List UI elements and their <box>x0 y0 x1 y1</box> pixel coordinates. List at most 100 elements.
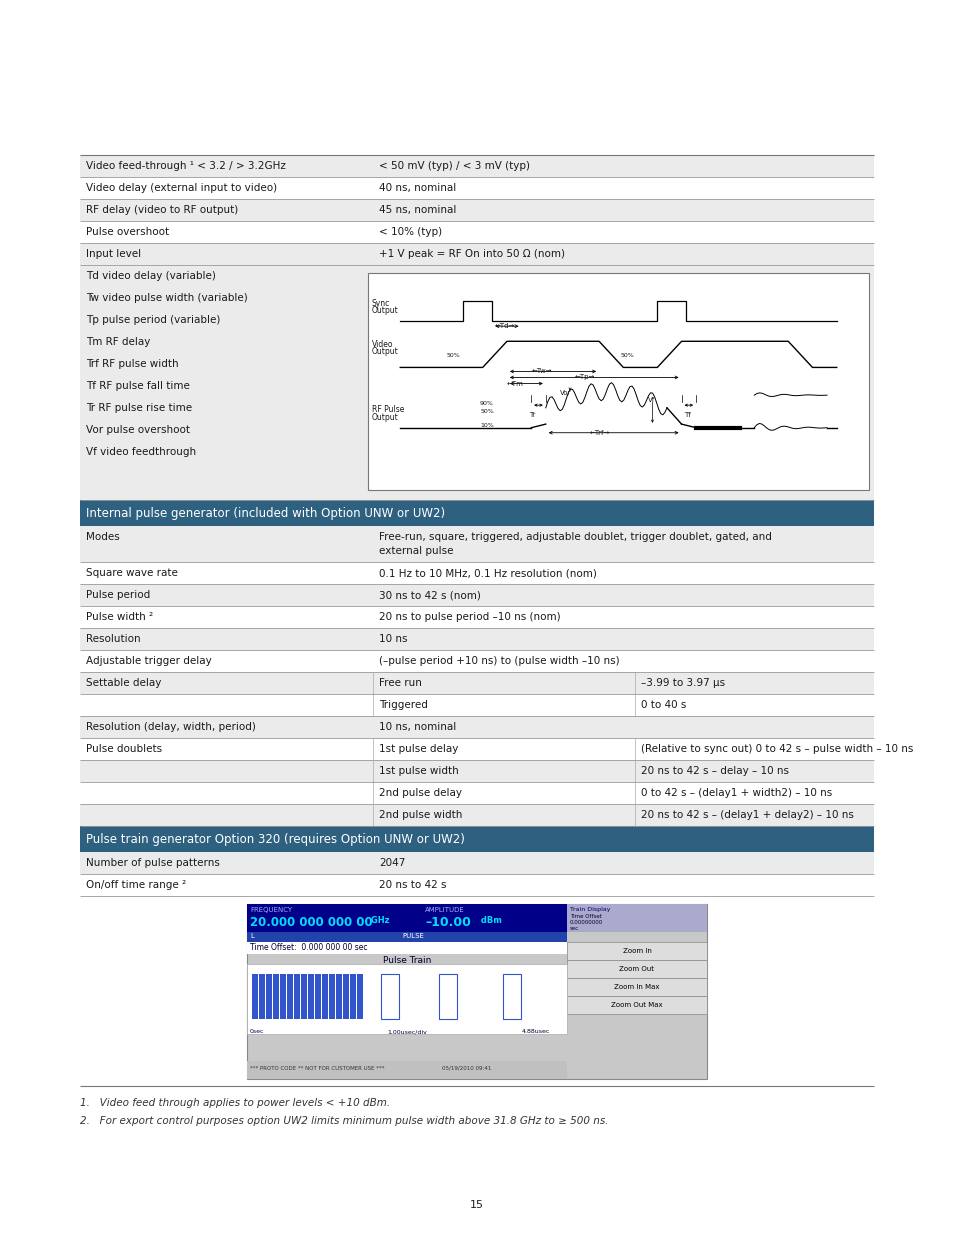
Text: 0 to 40 s: 0 to 40 s <box>640 700 685 710</box>
Text: ←Tm: ←Tm <box>506 380 523 387</box>
Text: Tp pulse period (variable): Tp pulse period (variable) <box>86 315 220 325</box>
Text: 0.00000000: 0.00000000 <box>569 920 602 925</box>
Text: 2.   For export control purposes option UW2 limits minimum pulse width above 31.: 2. For export control purposes option UW… <box>80 1116 608 1126</box>
Text: Video delay (external input to video): Video delay (external input to video) <box>86 183 276 193</box>
Text: Pulse overshoot: Pulse overshoot <box>86 227 169 237</box>
Text: 90%: 90% <box>479 401 494 406</box>
Text: Tr: Tr <box>528 412 535 419</box>
Bar <box>80 584 873 606</box>
Bar <box>566 995 706 1014</box>
Text: Adjustable trigger delay: Adjustable trigger delay <box>86 656 212 666</box>
Bar <box>343 974 349 1019</box>
Bar <box>273 974 278 1019</box>
Text: 20 ns to 42 s: 20 ns to 42 s <box>378 881 446 890</box>
Bar <box>252 974 257 1019</box>
Text: 2nd pulse delay: 2nd pulse delay <box>378 788 461 798</box>
Text: Settable delay: Settable delay <box>86 678 161 688</box>
Text: Tm RF delay: Tm RF delay <box>86 337 151 347</box>
Text: +1 V peak = RF On into 50 Ω (nom): +1 V peak = RF On into 50 Ω (nom) <box>378 249 564 259</box>
Text: Square wave rate: Square wave rate <box>86 568 177 578</box>
Text: 05/19/2010 09:41: 05/19/2010 09:41 <box>441 1066 491 1071</box>
Text: ←Td→: ←Td→ <box>495 324 515 330</box>
Text: Pulse train generator Option 320 (requires Option UNW or UW2): Pulse train generator Option 320 (requir… <box>86 832 464 846</box>
Bar <box>329 974 335 1019</box>
Text: (Relative to sync out) 0 to 42 s – pulse width – 10 ns: (Relative to sync out) 0 to 42 s – pulse… <box>640 743 912 755</box>
Bar <box>80 629 873 650</box>
Text: Resolution (delay, width, period): Resolution (delay, width, period) <box>86 722 255 732</box>
Text: Zoom In Max: Zoom In Max <box>614 984 659 990</box>
Bar <box>335 974 341 1019</box>
Bar <box>294 974 299 1019</box>
Bar <box>438 974 456 1019</box>
Text: *** PROTO CODE ** NOT FOR CUSTOMER USE ***: *** PROTO CODE ** NOT FOR CUSTOMER USE *… <box>250 1066 384 1071</box>
Text: Pulse width ²: Pulse width ² <box>86 613 153 622</box>
Bar <box>80 760 873 782</box>
Text: FREQUENCY: FREQUENCY <box>250 906 292 913</box>
Bar <box>80 739 873 760</box>
Bar <box>80 874 873 897</box>
Text: Pulse period: Pulse period <box>86 590 150 600</box>
Text: Sync: Sync <box>372 299 390 308</box>
Text: RF Pulse: RF Pulse <box>372 405 404 414</box>
Text: AMPLITUDE: AMPLITUDE <box>424 906 464 913</box>
Text: Time Offset:  0.000 000 00 sec: Time Offset: 0.000 000 00 sec <box>250 944 367 952</box>
Text: GHz: GHz <box>368 916 389 925</box>
Text: Tr RF pulse rise time: Tr RF pulse rise time <box>86 403 192 412</box>
Text: 20.000 000 000 00: 20.000 000 000 00 <box>250 916 373 929</box>
Text: Zoom Out Max: Zoom Out Max <box>611 1002 662 1008</box>
Bar <box>80 606 873 629</box>
Text: 30 ns to 42 s (nom): 30 ns to 42 s (nom) <box>378 590 480 600</box>
Text: 20 ns to 42 s – delay – 10 ns: 20 ns to 42 s – delay – 10 ns <box>640 766 788 776</box>
Bar <box>80 177 873 199</box>
Text: 1.   Video feed through applies to power levels < +10 dBm.: 1. Video feed through applies to power l… <box>80 1098 390 1108</box>
Text: 50%: 50% <box>619 353 634 358</box>
Text: Resolution: Resolution <box>86 634 140 643</box>
Bar <box>247 904 421 932</box>
Bar <box>566 960 706 978</box>
Bar <box>80 526 873 562</box>
Bar <box>247 1061 566 1079</box>
Text: Td video delay (variable): Td video delay (variable) <box>86 270 215 282</box>
Bar <box>266 974 272 1019</box>
Bar <box>247 942 566 953</box>
Bar <box>80 243 873 266</box>
Bar <box>80 266 873 500</box>
Text: Zoom In: Zoom In <box>622 948 651 953</box>
Text: On/off time range ²: On/off time range ² <box>86 881 186 890</box>
Text: Modes: Modes <box>86 532 120 542</box>
Bar <box>80 826 873 852</box>
Bar <box>80 199 873 221</box>
Text: Zoom Out: Zoom Out <box>618 966 654 972</box>
Bar <box>368 273 868 490</box>
Text: 0.1 Hz to 10 MHz, 0.1 Hz resolution (nom): 0.1 Hz to 10 MHz, 0.1 Hz resolution (nom… <box>378 568 597 578</box>
Text: Trf RF pulse width: Trf RF pulse width <box>86 359 178 369</box>
Text: Video: Video <box>372 341 393 350</box>
Bar <box>80 650 873 672</box>
Text: < 10% (typ): < 10% (typ) <box>378 227 441 237</box>
Text: 20 ns to pulse period –10 ns (nom): 20 ns to pulse period –10 ns (nom) <box>378 613 560 622</box>
Bar <box>80 804 873 826</box>
Bar <box>258 974 265 1019</box>
Bar <box>247 904 706 932</box>
Text: 45 ns, nominal: 45 ns, nominal <box>378 205 456 215</box>
Bar <box>280 974 286 1019</box>
Text: –3.99 to 3.97 μs: –3.99 to 3.97 μs <box>640 678 724 688</box>
Text: dBm: dBm <box>477 916 501 925</box>
Text: 50%: 50% <box>479 409 494 414</box>
Text: PULSE: PULSE <box>401 932 423 939</box>
Text: 15: 15 <box>470 1200 483 1210</box>
Text: Vor pulse overshoot: Vor pulse overshoot <box>86 425 190 435</box>
Text: Vor: Vor <box>559 389 571 395</box>
Bar <box>80 500 873 526</box>
Text: RF delay (video to RF output): RF delay (video to RF output) <box>86 205 238 215</box>
Bar <box>247 965 566 1034</box>
Bar <box>80 852 873 874</box>
Text: Pulse doublets: Pulse doublets <box>86 743 162 755</box>
Bar <box>380 974 398 1019</box>
Text: ←Trf→: ←Trf→ <box>589 430 609 436</box>
Text: 1st pulse delay: 1st pulse delay <box>378 743 457 755</box>
Bar <box>502 974 520 1019</box>
Bar <box>80 716 873 739</box>
Text: ←Tp→: ←Tp→ <box>575 374 595 380</box>
Bar <box>80 672 873 694</box>
